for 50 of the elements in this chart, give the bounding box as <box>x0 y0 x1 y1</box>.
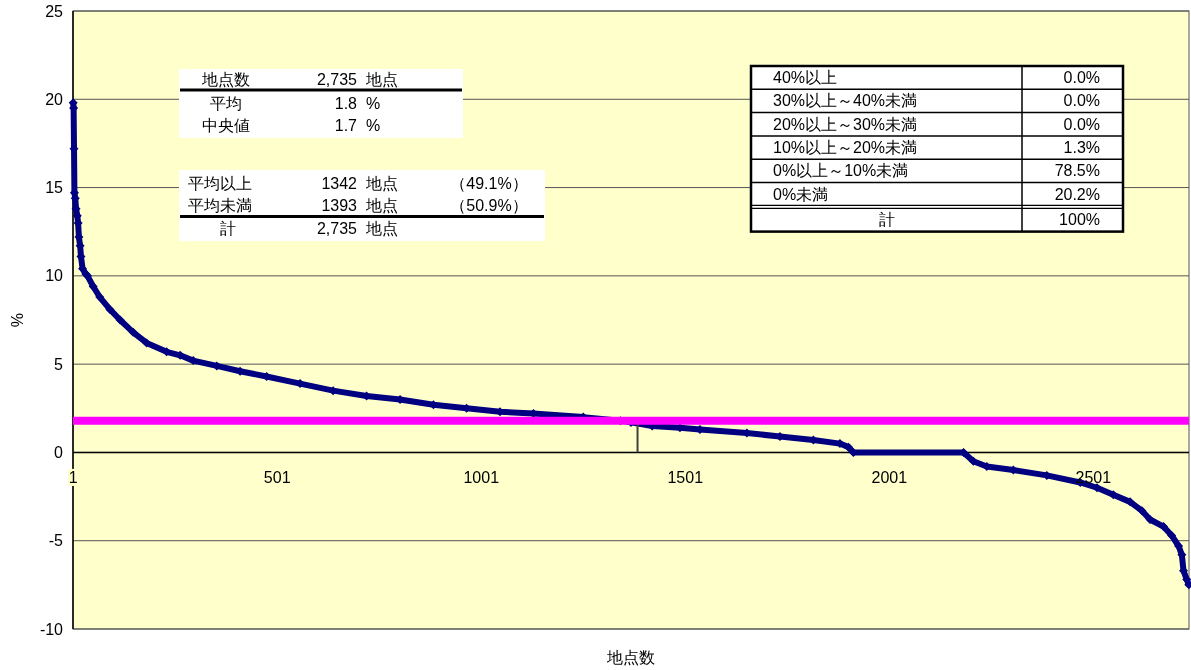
annotation: 100% <box>1059 211 1100 229</box>
annotation: 地点 <box>365 196 398 214</box>
x-tick-label: 1 <box>68 468 78 486</box>
y-tick-label: 15 <box>45 179 64 197</box>
annotation: 地点 <box>365 174 398 192</box>
y-tick-label: 20 <box>45 90 64 108</box>
annotation: 1.7 <box>334 116 358 134</box>
annotation: 計 <box>878 211 895 229</box>
annotation: 40%以上 <box>773 69 838 87</box>
annotation: 平均以上 <box>188 174 252 192</box>
y-tick-label: 0 <box>54 443 64 461</box>
annotation: （49.1%） <box>450 174 528 192</box>
y-axis-title: % <box>8 312 26 328</box>
annotation: 0%未満 <box>773 185 829 203</box>
annotation: 0%以上～10%未満 <box>773 162 909 180</box>
y-tick-label: 25 <box>45 2 64 20</box>
annotation: 地点数 <box>201 70 250 88</box>
x-tick-label: 2001 <box>871 468 908 486</box>
annotation: 0.0% <box>1063 92 1100 110</box>
annotation: 20.2% <box>1054 185 1100 203</box>
x-tick-label: 501 <box>263 468 291 486</box>
annotation: 30%以上～40%未満 <box>773 92 918 110</box>
annotation: 2,735 <box>316 70 358 88</box>
annotation: 0.0% <box>1063 115 1100 133</box>
annotation: 20%以上～30%未満 <box>773 115 918 133</box>
y-tick-label: 10 <box>45 267 64 285</box>
x-tick-label: 2501 <box>1075 468 1112 486</box>
annotation: % <box>366 116 381 134</box>
annotation: 計 <box>220 219 236 237</box>
annotation: 地点 <box>365 219 398 237</box>
x-tick-label: 1001 <box>463 468 500 486</box>
y-tick-label: 5 <box>54 355 64 373</box>
annotation: 1.3% <box>1063 139 1100 157</box>
annotation: 1393 <box>321 196 358 214</box>
annotation: （50.9%） <box>450 196 528 214</box>
annotation: 2,735 <box>316 219 358 237</box>
annotation: 中央値 <box>202 116 250 134</box>
annotation: 平均 <box>210 94 242 112</box>
annotation: 78.5% <box>1054 162 1100 180</box>
annotation: 平均未満 <box>188 196 252 214</box>
y-tick-label: -5 <box>48 532 64 550</box>
x-tick-label: 1501 <box>667 468 704 486</box>
annotation: 10%以上～20%未満 <box>773 139 918 157</box>
annotation: 0.0% <box>1063 69 1100 87</box>
annotation: 地点 <box>365 70 398 88</box>
annotation: 1342 <box>321 174 358 192</box>
annotation: 1.8 <box>334 94 358 112</box>
y-tick-label: -10 <box>39 620 64 638</box>
annotation: % <box>366 94 381 112</box>
x-axis-title: 地点数 <box>606 648 655 666</box>
